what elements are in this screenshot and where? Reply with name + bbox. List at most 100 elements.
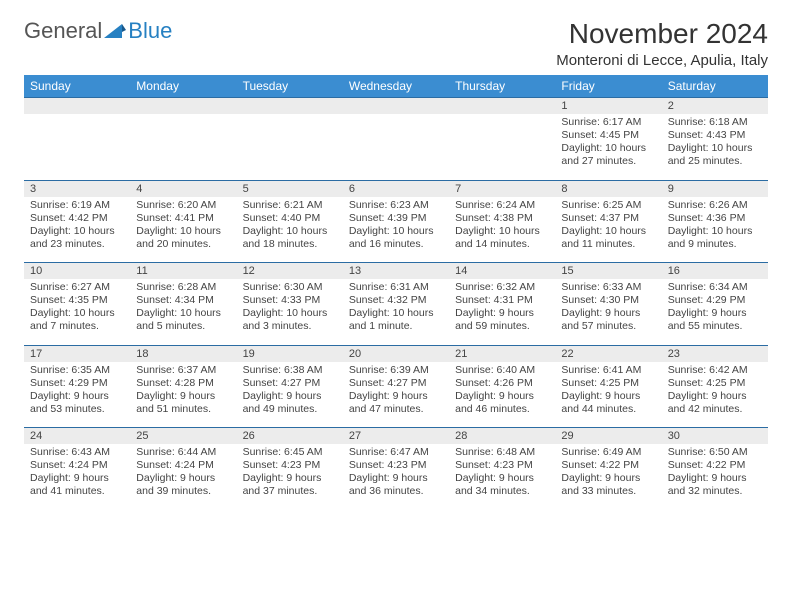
daylight-line: Daylight: 9 hours and 53 minutes. bbox=[30, 390, 124, 416]
day-number-cell: 30 bbox=[662, 428, 768, 445]
day-info-cell: Sunrise: 6:35 AMSunset: 4:29 PMDaylight:… bbox=[24, 362, 130, 428]
day-number-cell: 23 bbox=[662, 345, 768, 362]
brand-part2: Blue bbox=[128, 18, 172, 44]
sunset-line: Sunset: 4:42 PM bbox=[30, 212, 124, 225]
sunset-line: Sunset: 4:25 PM bbox=[561, 377, 655, 390]
sunset-line: Sunset: 4:28 PM bbox=[136, 377, 230, 390]
sunrise-line: Sunrise: 6:43 AM bbox=[30, 446, 124, 459]
sunset-line: Sunset: 4:23 PM bbox=[243, 459, 337, 472]
sunset-line: Sunset: 4:31 PM bbox=[455, 294, 549, 307]
sunrise-line: Sunrise: 6:33 AM bbox=[561, 281, 655, 294]
sunset-line: Sunset: 4:40 PM bbox=[243, 212, 337, 225]
sunrise-line: Sunrise: 6:44 AM bbox=[136, 446, 230, 459]
sunrise-line: Sunrise: 6:41 AM bbox=[561, 364, 655, 377]
sunset-line: Sunset: 4:22 PM bbox=[561, 459, 655, 472]
weekday-header-row: Sunday Monday Tuesday Wednesday Thursday… bbox=[24, 75, 768, 98]
daylight-line: Daylight: 9 hours and 42 minutes. bbox=[668, 390, 762, 416]
sunset-line: Sunset: 4:22 PM bbox=[668, 459, 762, 472]
sunrise-line: Sunrise: 6:47 AM bbox=[349, 446, 443, 459]
day-number-cell: 7 bbox=[449, 180, 555, 197]
day-info-cell: Sunrise: 6:40 AMSunset: 4:26 PMDaylight:… bbox=[449, 362, 555, 428]
daylight-line: Daylight: 10 hours and 1 minute. bbox=[349, 307, 443, 333]
sunset-line: Sunset: 4:24 PM bbox=[136, 459, 230, 472]
daylight-line: Daylight: 10 hours and 25 minutes. bbox=[668, 142, 762, 168]
sunrise-line: Sunrise: 6:28 AM bbox=[136, 281, 230, 294]
day-info-cell bbox=[343, 114, 449, 180]
daylight-line: Daylight: 10 hours and 23 minutes. bbox=[30, 225, 124, 251]
sunset-line: Sunset: 4:38 PM bbox=[455, 212, 549, 225]
brand-triangle-icon bbox=[104, 22, 126, 40]
month-title: November 2024 bbox=[556, 18, 768, 50]
sunrise-line: Sunrise: 6:34 AM bbox=[668, 281, 762, 294]
sunset-line: Sunset: 4:29 PM bbox=[30, 377, 124, 390]
sunset-line: Sunset: 4:37 PM bbox=[561, 212, 655, 225]
day-info-cell: Sunrise: 6:38 AMSunset: 4:27 PMDaylight:… bbox=[237, 362, 343, 428]
daynum-row: 3456789 bbox=[24, 180, 768, 197]
daylight-line: Daylight: 10 hours and 3 minutes. bbox=[243, 307, 337, 333]
sunset-line: Sunset: 4:45 PM bbox=[561, 129, 655, 142]
daylight-line: Daylight: 9 hours and 46 minutes. bbox=[455, 390, 549, 416]
weekday-header: Sunday bbox=[24, 75, 130, 98]
day-number-cell: 16 bbox=[662, 263, 768, 280]
sunset-line: Sunset: 4:23 PM bbox=[455, 459, 549, 472]
day-number-cell: 6 bbox=[343, 180, 449, 197]
daylight-line: Daylight: 9 hours and 36 minutes. bbox=[349, 472, 443, 498]
day-number-cell: 20 bbox=[343, 345, 449, 362]
sunset-line: Sunset: 4:27 PM bbox=[243, 377, 337, 390]
day-number-cell: 14 bbox=[449, 263, 555, 280]
sunset-line: Sunset: 4:24 PM bbox=[30, 459, 124, 472]
day-number-cell bbox=[130, 98, 236, 115]
sunset-line: Sunset: 4:34 PM bbox=[136, 294, 230, 307]
daynum-row: 10111213141516 bbox=[24, 263, 768, 280]
day-number-cell: 5 bbox=[237, 180, 343, 197]
sunrise-line: Sunrise: 6:19 AM bbox=[30, 199, 124, 212]
sunrise-line: Sunrise: 6:20 AM bbox=[136, 199, 230, 212]
sunrise-line: Sunrise: 6:39 AM bbox=[349, 364, 443, 377]
day-info-cell: Sunrise: 6:41 AMSunset: 4:25 PMDaylight:… bbox=[555, 362, 661, 428]
day-number-cell: 27 bbox=[343, 428, 449, 445]
sunset-line: Sunset: 4:26 PM bbox=[455, 377, 549, 390]
day-number-cell: 15 bbox=[555, 263, 661, 280]
sunset-line: Sunset: 4:36 PM bbox=[668, 212, 762, 225]
sunrise-line: Sunrise: 6:40 AM bbox=[455, 364, 549, 377]
day-info-cell: Sunrise: 6:50 AMSunset: 4:22 PMDaylight:… bbox=[662, 444, 768, 510]
sunrise-line: Sunrise: 6:27 AM bbox=[30, 281, 124, 294]
day-number-cell: 2 bbox=[662, 98, 768, 115]
calendar-table: Sunday Monday Tuesday Wednesday Thursday… bbox=[24, 75, 768, 510]
day-info-cell: Sunrise: 6:23 AMSunset: 4:39 PMDaylight:… bbox=[343, 197, 449, 263]
day-number-cell bbox=[237, 98, 343, 115]
day-info-cell bbox=[130, 114, 236, 180]
day-number-cell bbox=[24, 98, 130, 115]
day-info-cell: Sunrise: 6:18 AMSunset: 4:43 PMDaylight:… bbox=[662, 114, 768, 180]
sunset-line: Sunset: 4:43 PM bbox=[668, 129, 762, 142]
sunrise-line: Sunrise: 6:25 AM bbox=[561, 199, 655, 212]
sunrise-line: Sunrise: 6:48 AM bbox=[455, 446, 549, 459]
daylight-line: Daylight: 9 hours and 59 minutes. bbox=[455, 307, 549, 333]
location-text: Monteroni di Lecce, Apulia, Italy bbox=[556, 52, 768, 69]
day-number-cell: 12 bbox=[237, 263, 343, 280]
brand-logo: General Blue bbox=[24, 18, 172, 44]
daynum-row: 17181920212223 bbox=[24, 345, 768, 362]
day-info-cell: Sunrise: 6:47 AMSunset: 4:23 PMDaylight:… bbox=[343, 444, 449, 510]
daylight-line: Daylight: 9 hours and 34 minutes. bbox=[455, 472, 549, 498]
day-number-cell: 29 bbox=[555, 428, 661, 445]
sunset-line: Sunset: 4:29 PM bbox=[668, 294, 762, 307]
sunrise-line: Sunrise: 6:45 AM bbox=[243, 446, 337, 459]
day-info-cell: Sunrise: 6:48 AMSunset: 4:23 PMDaylight:… bbox=[449, 444, 555, 510]
day-info-cell: Sunrise: 6:26 AMSunset: 4:36 PMDaylight:… bbox=[662, 197, 768, 263]
daynum-row: 12 bbox=[24, 98, 768, 115]
day-number-cell: 11 bbox=[130, 263, 236, 280]
day-number-cell: 9 bbox=[662, 180, 768, 197]
day-number-cell: 25 bbox=[130, 428, 236, 445]
daylight-line: Daylight: 9 hours and 55 minutes. bbox=[668, 307, 762, 333]
daylight-line: Daylight: 9 hours and 47 minutes. bbox=[349, 390, 443, 416]
day-info-cell bbox=[24, 114, 130, 180]
day-info-cell: Sunrise: 6:28 AMSunset: 4:34 PMDaylight:… bbox=[130, 279, 236, 345]
sunset-line: Sunset: 4:23 PM bbox=[349, 459, 443, 472]
info-row: Sunrise: 6:43 AMSunset: 4:24 PMDaylight:… bbox=[24, 444, 768, 510]
sunrise-line: Sunrise: 6:26 AM bbox=[668, 199, 762, 212]
day-info-cell: Sunrise: 6:43 AMSunset: 4:24 PMDaylight:… bbox=[24, 444, 130, 510]
weekday-header: Tuesday bbox=[237, 75, 343, 98]
daylight-line: Daylight: 10 hours and 18 minutes. bbox=[243, 225, 337, 251]
daylight-line: Daylight: 10 hours and 16 minutes. bbox=[349, 225, 443, 251]
